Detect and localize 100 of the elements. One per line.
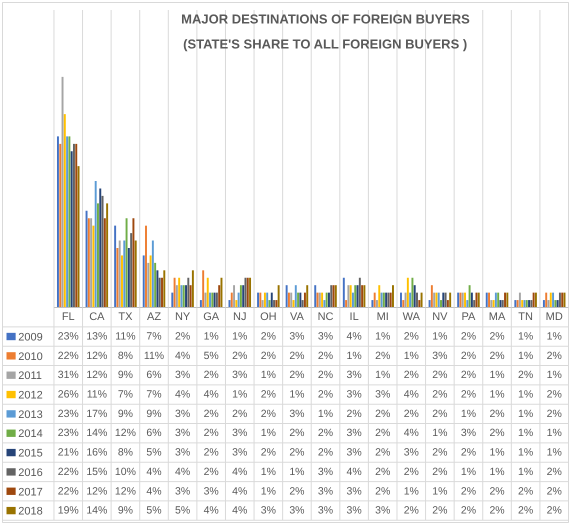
data-label: 23%	[58, 408, 79, 420]
data-label: 3%	[260, 504, 276, 517]
legend-label: 2010	[18, 350, 43, 363]
data-label: 2%	[432, 369, 448, 382]
data-label: 11%	[144, 350, 164, 362]
data-label: 3%	[375, 388, 390, 401]
data-label: 2%	[460, 388, 476, 401]
x-tick-label: PA	[462, 311, 476, 324]
data-label: 2%	[232, 350, 248, 362]
data-label: 4%	[146, 485, 162, 498]
data-label: 1%	[432, 427, 448, 440]
data-label: 22%	[58, 485, 79, 498]
data-label: 2%	[546, 350, 562, 362]
data-label: 7%	[146, 388, 162, 401]
x-tick-label: VA	[290, 311, 305, 324]
data-label: 2%	[432, 466, 448, 478]
data-label: 3%	[232, 427, 248, 440]
legend-label: 2009	[18, 332, 43, 344]
data-label: 2%	[204, 369, 219, 382]
data-label: 4%	[232, 504, 248, 517]
data-label: 2%	[546, 485, 562, 498]
data-label: 12%	[114, 427, 136, 440]
data-label: 1%	[404, 350, 419, 362]
data-label: 2%	[404, 504, 419, 517]
data-label: 2%	[289, 427, 305, 440]
data-label: 2%	[260, 388, 276, 401]
data-label: 4%	[175, 350, 190, 362]
data-label: 1%	[518, 330, 534, 343]
x-tick-label: NV	[432, 311, 448, 324]
data-label: 2%	[460, 446, 476, 459]
data-label: 22%	[58, 466, 79, 478]
x-tick-label: IL	[350, 311, 359, 324]
data-label: 3%	[289, 408, 305, 420]
data-label: 5%	[204, 350, 219, 362]
data-label: 9%	[146, 408, 162, 420]
data-label: 2%	[260, 330, 276, 343]
chart-title: MAJOR DESTINATIONS OF FOREIGN BUYERS	[181, 11, 470, 26]
data-label: 2%	[489, 427, 505, 440]
data-label: 1%	[460, 466, 476, 478]
x-tick-label: MI	[376, 311, 389, 324]
legend-label: 2018	[18, 506, 43, 518]
x-tick-label: NJ	[233, 311, 246, 324]
data-label: 1%	[546, 369, 562, 382]
data-label: 2%	[232, 408, 248, 420]
x-tick-label: NC	[318, 311, 334, 324]
data-label: 4%	[404, 427, 419, 440]
data-label: 1%	[204, 330, 219, 343]
data-label: 3%	[232, 446, 248, 459]
legend-label: 2014	[18, 428, 43, 440]
legend-label: 2011	[18, 370, 42, 382]
data-label: 4%	[146, 466, 162, 478]
data-label: 2%	[404, 466, 419, 478]
data-label: 2%	[260, 446, 276, 459]
data-label: 3%	[175, 427, 190, 440]
data-label: 1%	[346, 350, 362, 362]
data-label: 1%	[489, 446, 505, 459]
data-label: 3%	[432, 350, 448, 362]
data-label: 2%	[489, 408, 505, 420]
x-tick-label: GA	[203, 311, 220, 324]
data-label: 2%	[204, 446, 219, 459]
data-label: 3%	[346, 427, 362, 440]
data-label: 1%	[489, 369, 505, 382]
data-label: 11%	[86, 388, 107, 401]
data-label: 9%	[118, 408, 134, 420]
data-label: 3%	[346, 504, 362, 517]
data-label: 4%	[175, 466, 190, 478]
data-label: 3%	[175, 369, 190, 382]
data-label: 9%	[118, 369, 134, 382]
x-tick-label: MA	[488, 311, 506, 324]
data-label: 7%	[118, 388, 134, 401]
chart-subtitle: (STATE'S SHARE TO ALL FOREIGN BUYERS )	[183, 36, 468, 52]
data-label: 2%	[318, 350, 334, 362]
data-label: 1%	[318, 408, 334, 420]
data-label: 2%	[489, 350, 505, 362]
data-label: 4%	[204, 504, 219, 517]
data-label: 2%	[460, 350, 476, 362]
data-label: 3%	[318, 466, 334, 478]
data-label: 3%	[318, 330, 334, 343]
data-label: 2%	[432, 408, 448, 420]
data-label: 6%	[146, 427, 162, 440]
data-label: 11%	[115, 330, 136, 343]
data-label: 5%	[175, 504, 190, 517]
data-label: 2%	[546, 504, 562, 517]
data-label: 3%	[289, 330, 305, 343]
data-label: 22%	[58, 350, 79, 362]
data-label: 6%	[146, 369, 162, 382]
data-label: 7%	[146, 330, 162, 343]
data-label: 2%	[404, 330, 419, 343]
data-label: 1%	[260, 427, 276, 440]
data-label: 1%	[518, 408, 534, 420]
data-label: 3%	[175, 485, 190, 498]
data-label: 2%	[489, 485, 505, 498]
legend-label: 2012	[18, 390, 43, 402]
data-label: 4%	[232, 485, 248, 498]
data-label: 2%	[460, 369, 476, 382]
data-label: 2%	[204, 408, 219, 420]
data-label: 3%	[289, 504, 305, 517]
data-label: 3%	[232, 369, 248, 382]
data-label: 3%	[204, 485, 219, 498]
data-label: 14%	[86, 427, 108, 440]
